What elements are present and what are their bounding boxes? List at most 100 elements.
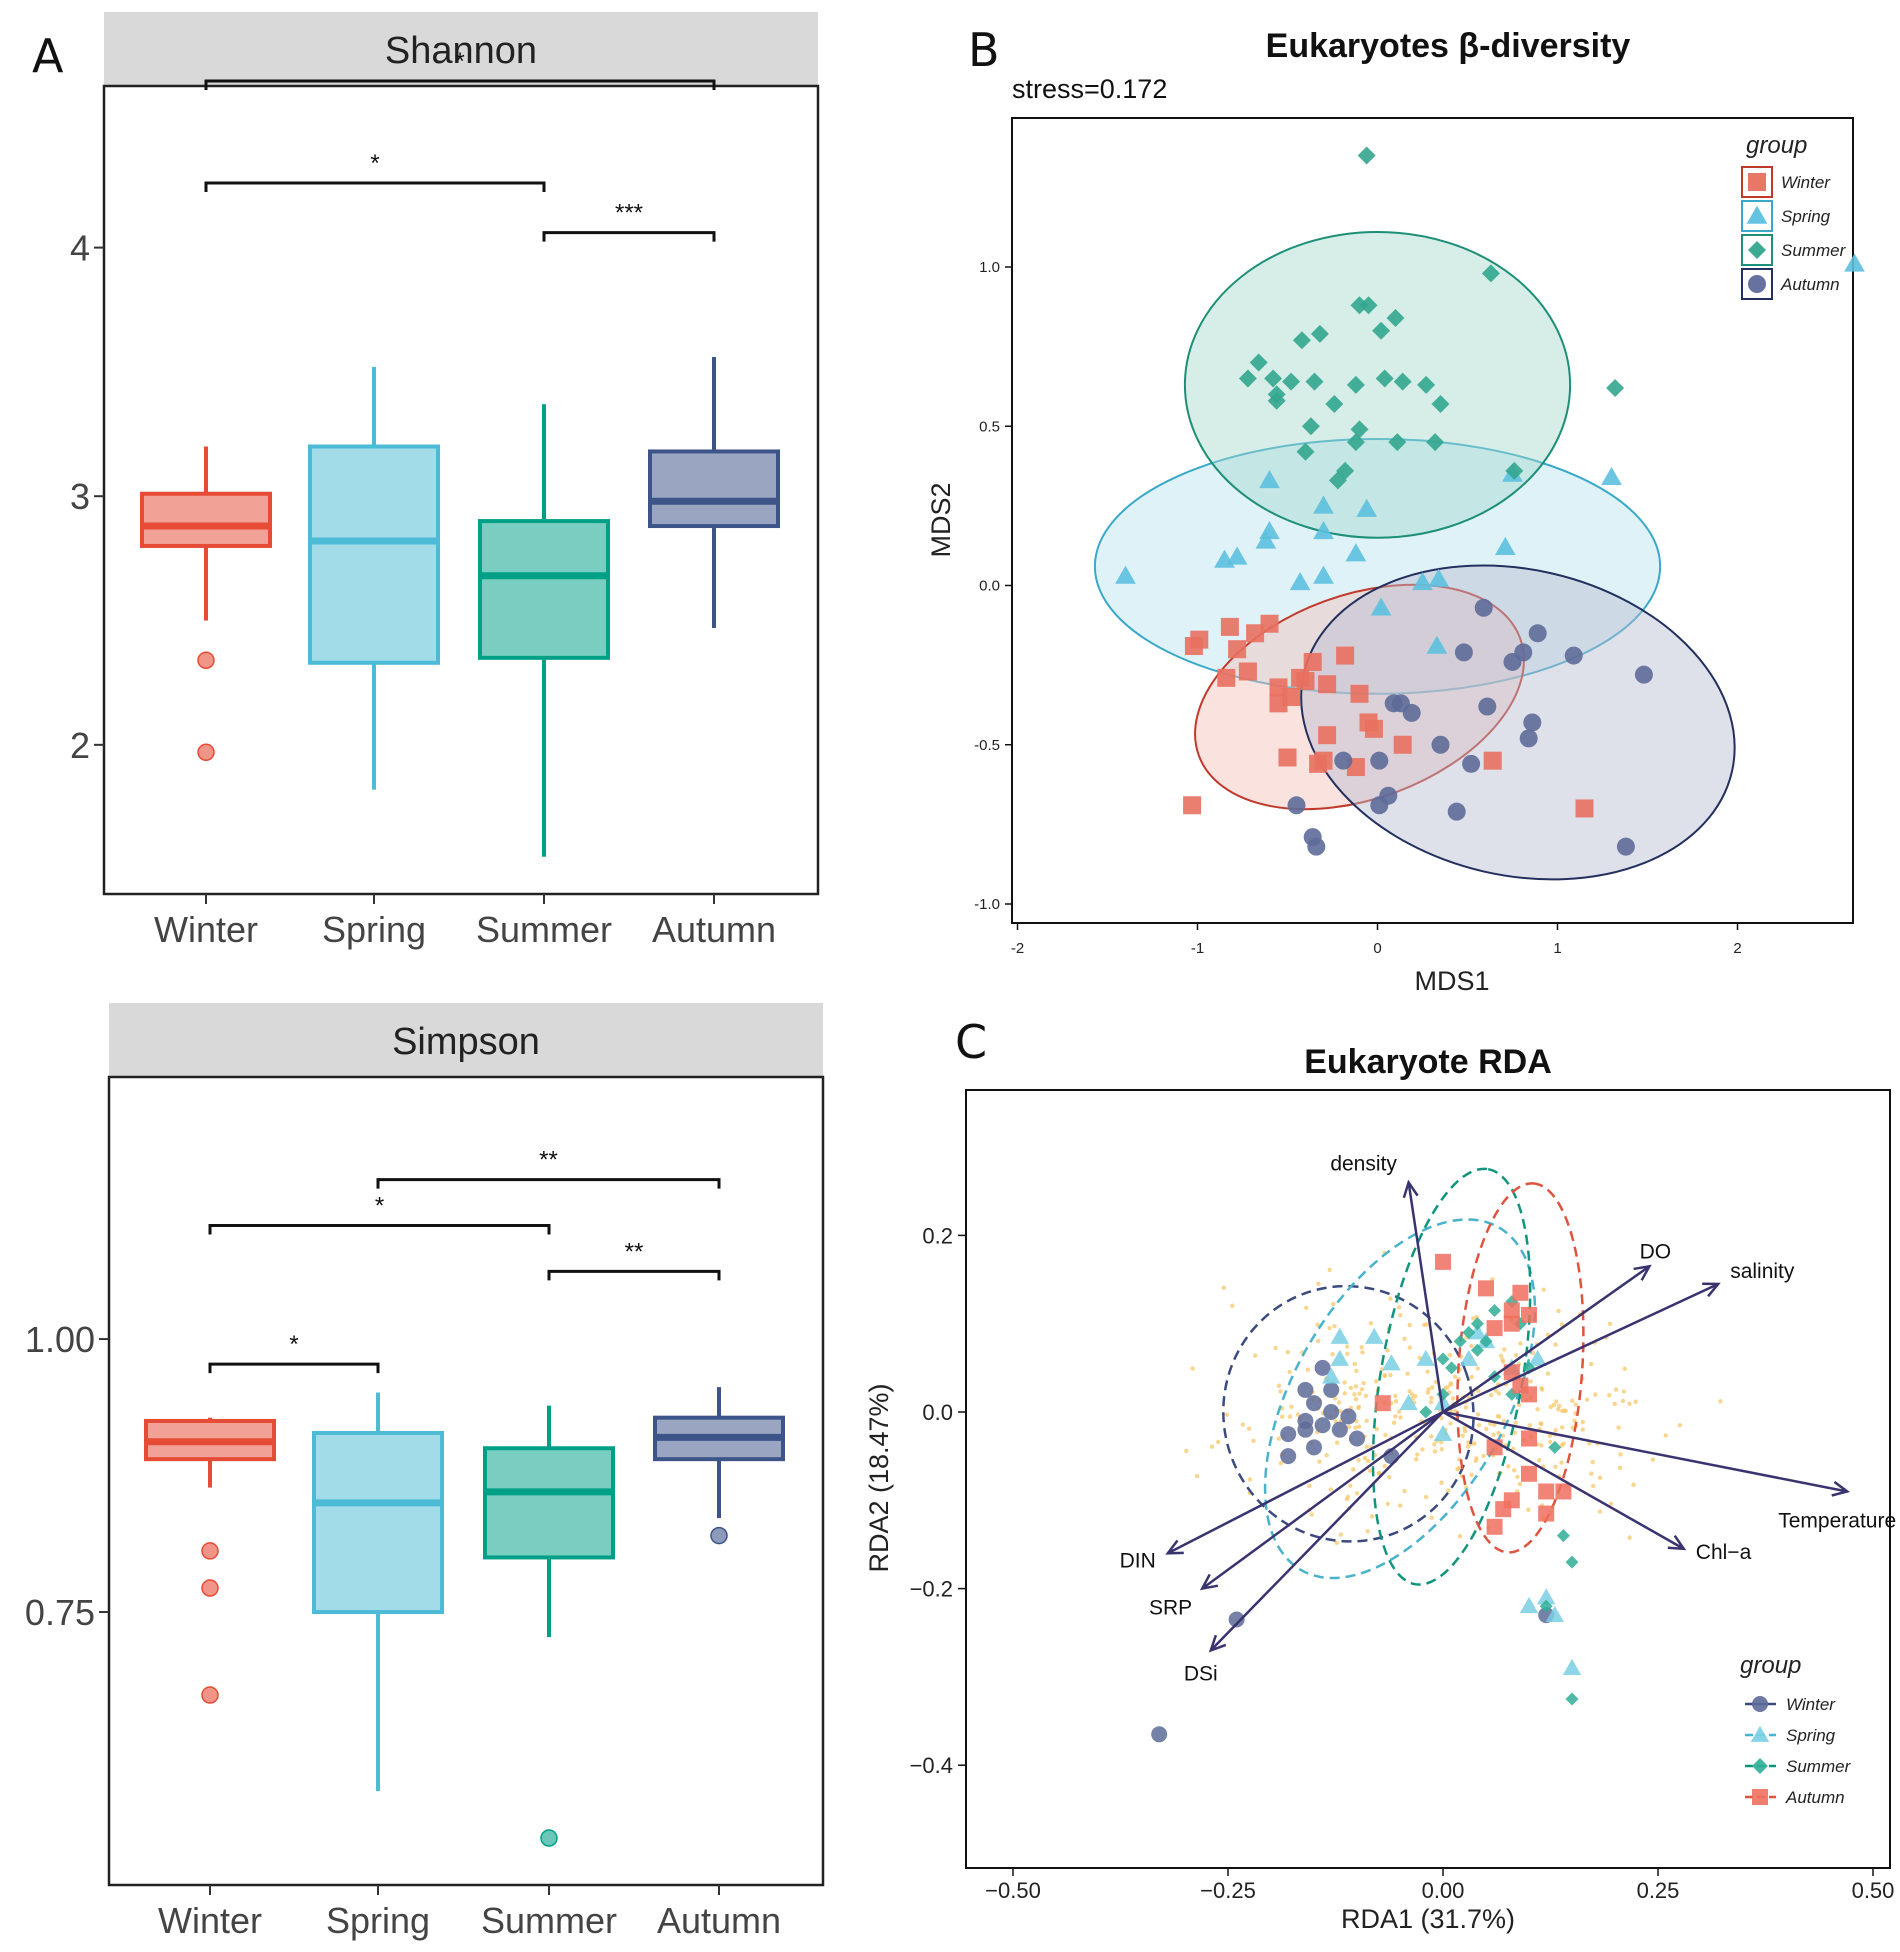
point-winter [1303, 652, 1322, 671]
site-point [1650, 1457, 1656, 1462]
legend-label: Autumn [1785, 1788, 1845, 1807]
site-point [1465, 1444, 1471, 1449]
site-point [1393, 1393, 1398, 1399]
site-point [1553, 1342, 1558, 1347]
point-autumn [1523, 713, 1542, 732]
point-autumn [1474, 598, 1493, 617]
ellipse-autumn [1456, 1182, 1585, 1554]
point-spring [1459, 1349, 1478, 1366]
point-spring [1844, 253, 1865, 272]
significance-bracket [208, 1224, 551, 1235]
point-summer [1346, 433, 1365, 452]
panel-letter-c: C [955, 1015, 987, 1069]
y-tick-label: 1.0 [979, 259, 1000, 276]
point-spring [1433, 1393, 1453, 1411]
point-spring [1259, 470, 1280, 489]
site-point [1353, 1384, 1359, 1389]
site-point [1393, 1414, 1398, 1419]
site-point [1393, 1399, 1399, 1404]
arrow-label: Chl−a [1696, 1541, 1752, 1564]
ellipse-winter [1222, 1284, 1475, 1543]
point-summer [1238, 369, 1257, 388]
site-point [1336, 1400, 1342, 1405]
legend-marker-winter [1752, 1696, 1768, 1712]
point-summer [1479, 1334, 1493, 1348]
site-point [1607, 1393, 1612, 1398]
site-point [1369, 1514, 1375, 1519]
site-point [1352, 1392, 1357, 1397]
site-point [1398, 1503, 1403, 1508]
point-summer [1357, 146, 1376, 165]
point-summer [1417, 375, 1436, 394]
site-point [1387, 1474, 1392, 1480]
point-winter [1278, 748, 1297, 767]
site-point [1230, 1303, 1235, 1309]
y-tick-label: 0.0 [922, 1400, 953, 1425]
site-point [1501, 1418, 1506, 1424]
site-point [1593, 1392, 1598, 1397]
outlier-point [197, 651, 215, 670]
arrow-label: DSi [1184, 1662, 1218, 1685]
box-summer [483, 1446, 615, 1560]
point-autumn [1503, 1315, 1520, 1332]
site-point [1307, 1483, 1312, 1489]
outlier-point [201, 1542, 219, 1560]
point-winter [1238, 662, 1257, 681]
y-tick-label: 0.2 [922, 1223, 953, 1248]
site-point [1590, 1459, 1595, 1465]
y-tick-label: -0.5 [974, 737, 1000, 754]
point-winter [1297, 1381, 1314, 1398]
site-point [1397, 1409, 1402, 1414]
x-tick-label: 0.50 [1852, 1878, 1895, 1903]
point-summer [1556, 1529, 1570, 1543]
arrow-head [1199, 1573, 1219, 1591]
point-winter [1228, 640, 1247, 659]
site-point [1338, 1532, 1344, 1537]
point-summer [1539, 1599, 1553, 1613]
point-summer [1431, 394, 1450, 413]
site-point [1344, 1344, 1350, 1349]
point-winter [1393, 735, 1412, 754]
site-point [1439, 1415, 1444, 1421]
point-autumn [1514, 643, 1533, 662]
site-point [1471, 1316, 1476, 1321]
site-point [1278, 1461, 1283, 1466]
point-summer [1292, 331, 1311, 350]
site-point [1563, 1408, 1568, 1414]
legend-marker-spring [1750, 1725, 1770, 1742]
point-spring [1115, 565, 1136, 584]
simpson-strip [109, 1003, 823, 1077]
y-tick-label: 0.75 [25, 1592, 95, 1633]
x-tick-label: 1 [1553, 940, 1561, 957]
site-point [1317, 1459, 1322, 1464]
site-point [1469, 1374, 1474, 1380]
site-point [1551, 1402, 1557, 1408]
site-point [1663, 1433, 1668, 1438]
site-point [1289, 1404, 1294, 1410]
y-tick-label: −0.4 [910, 1753, 953, 1778]
site-point [1429, 1434, 1434, 1439]
site-point [1190, 1366, 1195, 1371]
site-point [1448, 1421, 1453, 1426]
site-point [1209, 1444, 1215, 1449]
point-spring [1365, 1327, 1384, 1344]
point-summer [1267, 391, 1286, 410]
point-winter [1314, 1417, 1331, 1434]
site-point [1382, 1463, 1387, 1469]
site-point [1540, 1387, 1545, 1392]
site-point [1463, 1405, 1469, 1410]
point-spring [1399, 1393, 1418, 1411]
point-winter [1349, 1430, 1365, 1447]
x-tick-label: 2 [1733, 940, 1741, 957]
legend-label: Winter [1786, 1695, 1836, 1714]
point-winter [1280, 1426, 1297, 1443]
site-point [1280, 1414, 1285, 1419]
site-point [1572, 1418, 1577, 1423]
site-point [1553, 1427, 1558, 1433]
y-axis-title: MDS2 [926, 482, 956, 557]
x-tick-label: Spring [326, 1900, 430, 1941]
point-summer [1249, 353, 1268, 372]
site-point [1432, 1442, 1437, 1447]
point-autumn [1616, 837, 1635, 856]
